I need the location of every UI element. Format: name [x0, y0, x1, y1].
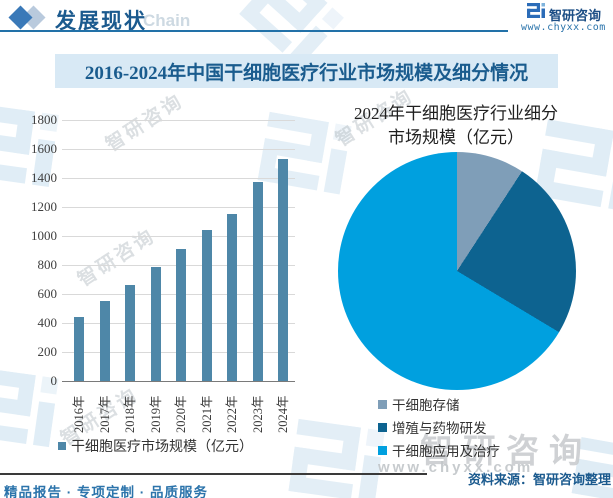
bar-2019年[interactable] — [150, 267, 161, 381]
pie-chart — [338, 152, 576, 390]
legend-label: 干细胞存储 — [392, 398, 460, 413]
pie-legend-item[interactable]: 干细胞存储 — [378, 394, 460, 414]
bar-2018年[interactable] — [125, 285, 135, 381]
pie-chart-title: 2024年干细胞医疗行业细分 市场规模（亿元） — [330, 102, 582, 150]
bar-2023年[interactable] — [252, 182, 263, 381]
bar-2022年[interactable] — [227, 213, 237, 381]
brand-website[interactable]: www.chyxx.com — [521, 22, 606, 33]
gridline — [62, 120, 295, 121]
y-axis-tick-label: 1400 — [31, 170, 57, 185]
pie-legend-item[interactable]: 干细胞应用及治疗 — [378, 440, 500, 460]
x-axis-tick-label: 2019年 — [148, 395, 163, 433]
legend-marker — [378, 399, 387, 409]
bar-2024年[interactable] — [278, 159, 288, 381]
x-axis-tick-label: 2016年 — [72, 395, 86, 433]
y-axis-tick-label: 0 — [50, 373, 58, 388]
bar-2017年[interactable] — [99, 301, 110, 381]
x-axis-tick-label: 2022年 — [225, 395, 239, 433]
brand-logo-watermark — [571, 437, 613, 498]
brand-logo-icon — [527, 3, 545, 18]
legend-marker — [58, 442, 66, 450]
chain-watermark-text: Chain — [143, 11, 191, 30]
y-axis-tick-label: 1200 — [31, 199, 57, 214]
banner: 2016-2024年中国干细胞医疗行业市场规模及细分情况 — [55, 54, 558, 88]
legend-label: 干细胞医疗市场规模（亿元） — [71, 440, 253, 455]
pie-title-line2: 市场规模（亿元） — [388, 128, 524, 147]
bar-2016年[interactable] — [74, 317, 84, 381]
gridline — [62, 149, 295, 150]
bar-2021年[interactable] — [201, 230, 212, 381]
section-title: 发展现状 — [55, 10, 147, 33]
bar-legend: 干细胞医疗市场规模（亿元） — [58, 436, 253, 456]
y-axis-tick-label: 200 — [37, 344, 58, 359]
legend-label: 增殖与药物研发 — [392, 421, 487, 436]
brand-name: 智研咨询 — [549, 8, 602, 23]
bar-2020年[interactable] — [176, 249, 186, 381]
header-divider — [0, 30, 508, 32]
x-axis-line — [62, 381, 295, 382]
gridline — [62, 207, 295, 208]
brand-text-watermark: 智研咨询 — [102, 90, 188, 156]
legend-marker — [378, 445, 387, 455]
x-axis-tick-label: 2024年 — [276, 395, 290, 433]
pie-title-line1: 2024年干细胞医疗行业细分 — [354, 104, 558, 123]
source-note: 资料来源：智研咨询整理 — [467, 472, 611, 487]
x-axis-tick-label: 2017年 — [97, 395, 112, 433]
x-axis-tick-label: 2021年 — [199, 395, 214, 433]
page-title: 2016-2024年中国干细胞医疗行业市场规模及细分情况 — [84, 62, 529, 84]
x-axis-tick-label: 2018年 — [123, 395, 137, 433]
y-axis-tick-label: 600 — [37, 286, 58, 301]
y-axis-tick-label: 1000 — [31, 228, 57, 243]
legend-marker — [378, 422, 387, 432]
y-axis-tick-label: 1800 — [31, 112, 57, 127]
x-axis-tick-label: 2020年 — [174, 395, 188, 433]
services-note: 精品报告 · 专项定制 · 品质服务 — [4, 485, 208, 498]
y-axis-tick-label: 1600 — [31, 141, 57, 156]
gridline — [62, 236, 295, 237]
legend-label: 干细胞应用及治疗 — [392, 444, 500, 459]
footer-divider — [0, 473, 427, 475]
gridline — [62, 178, 295, 179]
brand-text-watermark: 智研咨询 — [74, 225, 160, 291]
y-axis-tick-label: 800 — [37, 257, 58, 272]
pie-legend-item[interactable]: 增殖与药物研发 — [378, 417, 487, 437]
brand-logo-watermark — [288, 418, 385, 498]
x-axis-tick-label: 2023年 — [250, 395, 265, 433]
y-axis-tick-label: 400 — [37, 315, 58, 330]
